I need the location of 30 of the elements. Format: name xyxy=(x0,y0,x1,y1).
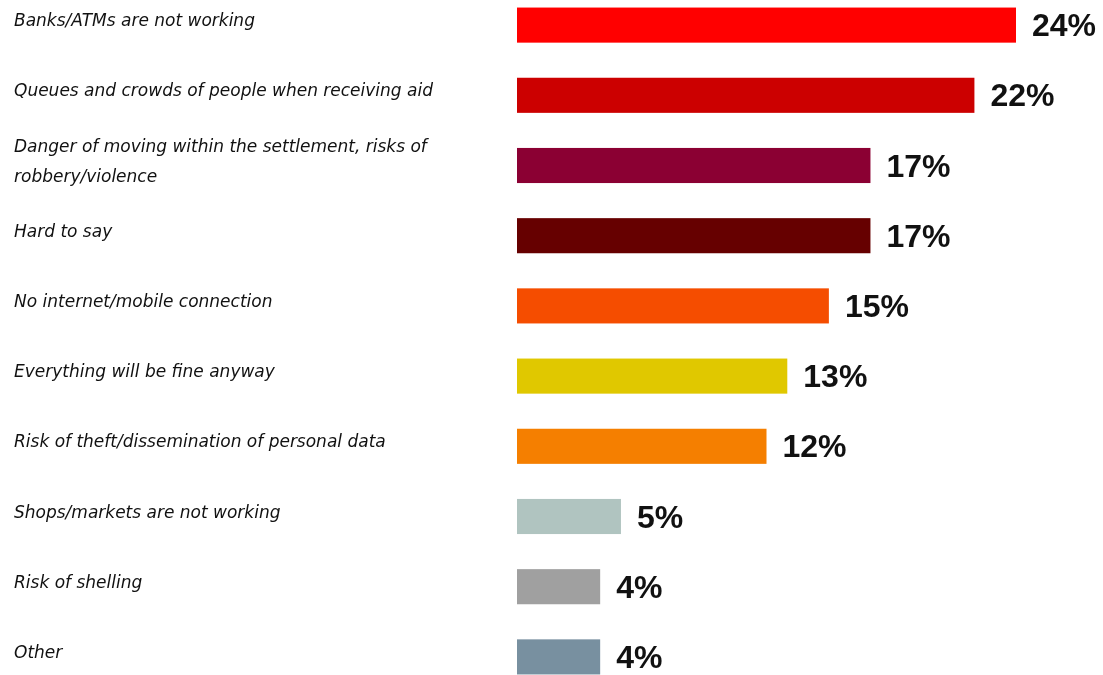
y-tick-label: No internet/mobile connection xyxy=(14,290,273,311)
bar xyxy=(517,7,1016,43)
bar xyxy=(517,498,621,535)
y-tick-label: Other xyxy=(14,641,64,662)
y-tick-label: Hard to say xyxy=(14,220,114,241)
bar xyxy=(517,218,871,254)
data-label: 5% xyxy=(636,498,684,535)
bar xyxy=(517,288,829,324)
bar xyxy=(517,639,601,675)
data-label: 22% xyxy=(990,77,1055,114)
y-tick-label: Everything will be fine anyway xyxy=(14,361,276,382)
y-tick-label: Risk of shelling xyxy=(14,571,143,592)
data-label: 15% xyxy=(844,287,909,324)
data-label: 17% xyxy=(886,217,951,254)
bar xyxy=(517,358,788,394)
y-tick-label: Shops/markets are not working xyxy=(14,501,281,522)
data-label: 4% xyxy=(616,638,663,675)
bar xyxy=(517,147,871,184)
bar xyxy=(517,77,975,113)
bar xyxy=(517,428,767,464)
bar xyxy=(517,569,601,605)
y-tick-label: Banks/ATMs are not working xyxy=(14,10,256,31)
data-label: 4% xyxy=(616,568,663,605)
data-label: 12% xyxy=(782,428,847,465)
y-tick-label: Risk of theft/dissemination of personal data xyxy=(14,431,386,452)
data-label: 13% xyxy=(803,358,868,395)
data-label: 24% xyxy=(1032,7,1097,44)
data-label: 17% xyxy=(886,147,951,184)
y-tick-label: Queues and crowds of people when receiving aid xyxy=(14,80,434,101)
y-tick-label: Danger of moving within the settlement, risks of robbery/violence xyxy=(14,135,430,186)
